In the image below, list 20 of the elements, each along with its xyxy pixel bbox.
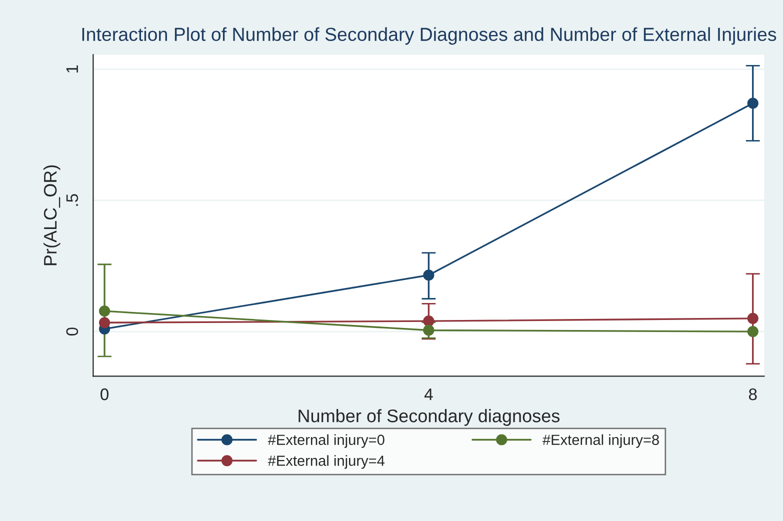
point — [423, 316, 434, 327]
chart-title: Interaction Plot of Number of Secondary Diagnoses and Number of External Injuries — [82, 27, 776, 45]
point — [98, 306, 110, 317]
point — [747, 98, 758, 109]
legend-label: #External injury=4 — [268, 455, 385, 469]
point — [747, 312, 758, 324]
x-tick-label: 0 — [100, 388, 109, 400]
point — [98, 317, 110, 328]
x-tick-label: 4 — [424, 388, 433, 400]
legend-label: #External injury=8 — [542, 434, 659, 448]
point — [747, 326, 758, 338]
x-axis-title: Number of Secondary diagnoses — [298, 409, 560, 426]
legend-label: #External injury=0 — [268, 434, 384, 448]
x-tick-label: 8 — [748, 388, 757, 400]
y-tick-label: 0 — [66, 328, 78, 336]
y-tick-label: 1 — [66, 65, 78, 72]
point — [423, 270, 434, 281]
y-tick-label: .5 — [66, 194, 78, 206]
y-axis-title: Pr(ALC_OR) — [43, 165, 60, 266]
point — [423, 324, 434, 336]
